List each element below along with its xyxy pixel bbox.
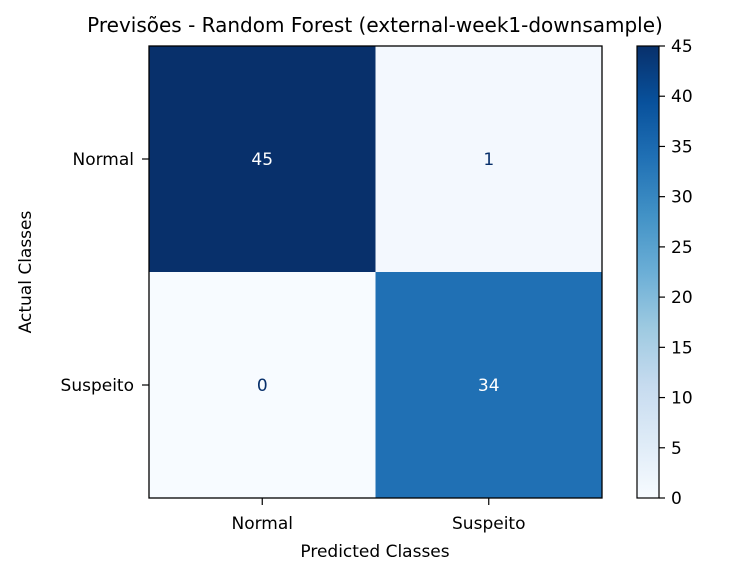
colorbar-tick-label: 35 xyxy=(671,137,693,157)
colorbar-tick-label: 25 xyxy=(671,238,693,258)
colorbar-tick-label: 10 xyxy=(671,389,693,409)
heatmap-cells xyxy=(149,46,602,498)
y-axis-ticks: Normal Suspeito xyxy=(61,150,149,396)
cell-value-label: 0 xyxy=(257,376,268,396)
x-axis-label: Predicted Classes xyxy=(300,542,449,562)
colorbar-ticks: 0 5 10 15 20 25 30 35 40 45 xyxy=(659,37,693,509)
colorbar xyxy=(636,45,660,499)
y-tick-label: Normal xyxy=(72,150,134,170)
plot-frame xyxy=(148,45,603,499)
y-axis-label: Actual Classes xyxy=(16,211,36,334)
heatmap-cell xyxy=(149,272,376,498)
colorbar-tick-label: 30 xyxy=(671,188,693,208)
colorbar-tick-label: 20 xyxy=(671,288,693,308)
cell-value-label: 34 xyxy=(478,376,500,396)
heatmap-cell xyxy=(149,46,376,272)
cell-value-label: 45 xyxy=(251,150,273,170)
heatmap-cell xyxy=(375,272,602,498)
x-tick-label: Suspeito xyxy=(452,514,525,534)
colorbar-tick-label: 0 xyxy=(671,489,682,509)
y-tick-label: Suspeito xyxy=(61,376,134,396)
colorbar-tick-label: 40 xyxy=(671,87,693,107)
colorbar-tick-label: 5 xyxy=(671,439,682,459)
heatmap-cell-labels: 45 1 0 34 xyxy=(251,150,499,396)
chart-title: Previsões - Random Forest (external-week… xyxy=(87,13,663,37)
colorbar-tick-label: 45 xyxy=(671,37,693,57)
x-tick-label: Normal xyxy=(231,514,293,534)
cell-value-label: 1 xyxy=(483,150,494,170)
colorbar-tick-label: 15 xyxy=(671,338,693,358)
heatmap-cell xyxy=(375,46,602,272)
x-axis-ticks: Normal Suspeito xyxy=(231,498,525,534)
